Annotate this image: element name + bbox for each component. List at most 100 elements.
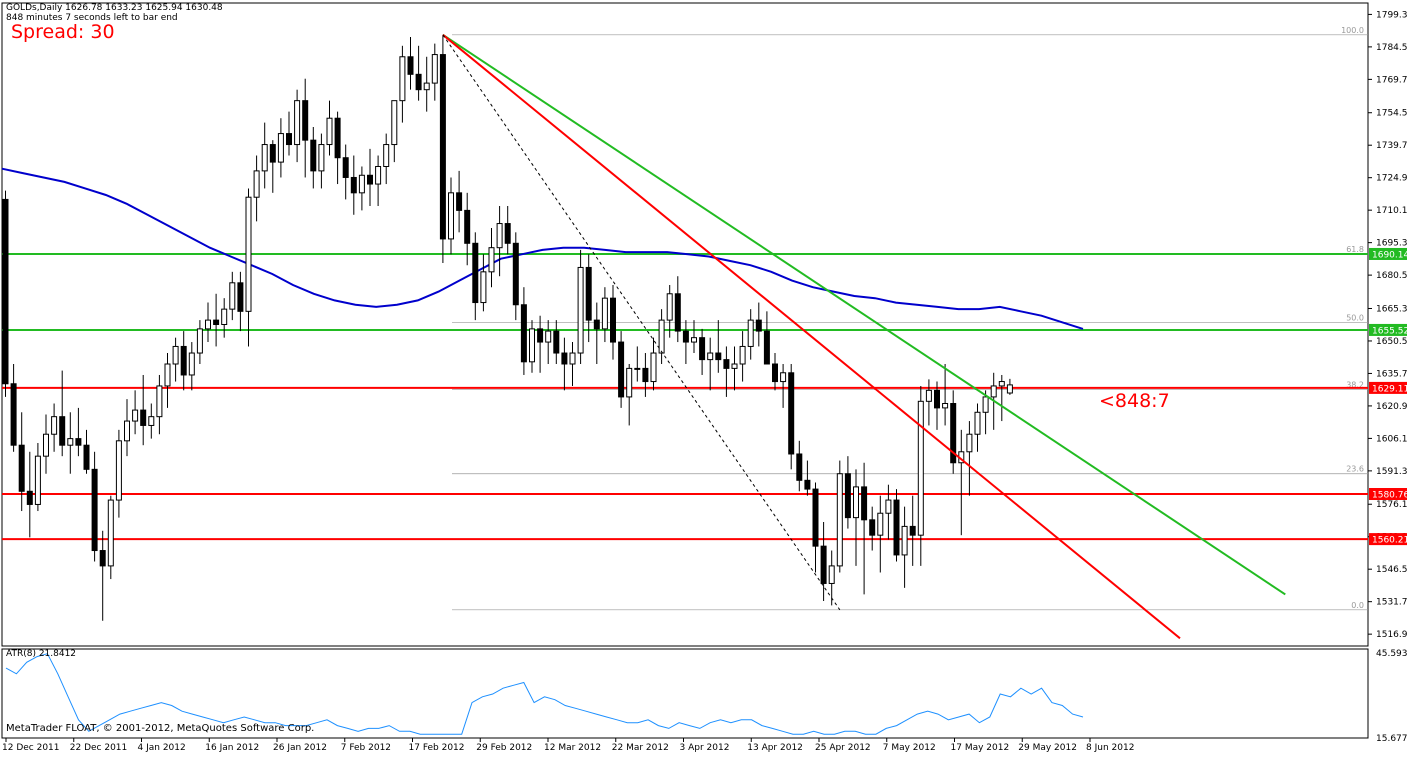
candle-up <box>423 82 430 91</box>
candle-up <box>480 271 487 304</box>
copyright-text: MetaTrader FLOAT, © 2001-2012, MetaQuote… <box>6 723 315 734</box>
price-axis-label: 1695.30 <box>1376 239 1407 249</box>
candle-down <box>520 304 527 363</box>
price-tag <box>1369 381 1407 394</box>
candle-up <box>1006 384 1013 394</box>
candle-down <box>302 100 309 141</box>
candle-up <box>205 319 211 330</box>
candle-up <box>780 372 787 383</box>
price-tag-label: 1580.76 <box>1372 491 1407 501</box>
fib-level-label: 38.2 <box>1346 381 1364 390</box>
fib-level-label: 23.6 <box>1346 465 1364 474</box>
candle-up <box>124 420 130 442</box>
price-axis-label: 1546.50 <box>1376 565 1407 575</box>
price-axis-label: 1769.70 <box>1376 75 1407 85</box>
candle-up <box>853 486 859 519</box>
candle-down <box>699 337 706 361</box>
candle-down <box>682 330 689 343</box>
time-axis-label: 7 Feb 2012 <box>341 743 391 753</box>
candle-up <box>691 337 697 343</box>
candle-up <box>707 352 714 361</box>
candle-down <box>334 117 341 159</box>
candle-down <box>180 345 187 376</box>
candle-down <box>642 367 649 383</box>
price-axis-label: 1784.50 <box>1376 43 1407 53</box>
candle-down <box>439 54 446 240</box>
candle-down <box>723 359 730 369</box>
candle-up <box>188 352 195 376</box>
candle-up <box>925 389 932 402</box>
candle-down <box>91 468 98 552</box>
price-tag <box>1369 323 1407 336</box>
candle-down <box>537 328 544 343</box>
candle-down <box>618 341 625 398</box>
bar-timer-text: 848 minutes 7 seconds left to bar end <box>6 13 178 23</box>
candle-up <box>148 416 155 426</box>
candle-up <box>942 403 949 409</box>
candle-up <box>836 473 843 567</box>
candle-up <box>358 174 365 194</box>
candle-down <box>796 453 803 481</box>
candle-down <box>893 499 900 556</box>
time-axis-label: 13 Apr 2012 <box>747 743 803 753</box>
fib-level-label: 61.8 <box>1346 245 1364 254</box>
time-axis-label: 12 Mar 2012 <box>544 743 601 753</box>
fib-level-label: 0.0 <box>1351 601 1364 610</box>
time-axis-label: 17 Feb 2012 <box>409 743 465 753</box>
candle-up <box>828 565 835 584</box>
candle-down <box>804 479 811 490</box>
candle-up <box>277 133 284 163</box>
price-axis-label: 1576.10 <box>1376 500 1407 510</box>
candle-down <box>213 319 220 326</box>
candle-up <box>253 170 260 198</box>
atr-axis-max-label: 45.5936 <box>1376 649 1407 659</box>
atr-indicator-label: ATR(8) 21.8412 <box>6 649 77 659</box>
candle-up <box>326 117 333 146</box>
green-trendline <box>442 33 1286 596</box>
candle-down <box>237 282 244 312</box>
price-axis-label: 1650.50 <box>1376 337 1407 347</box>
candle-down <box>286 133 292 146</box>
candle-down <box>755 319 762 332</box>
candle-up <box>221 308 228 325</box>
candle-up <box>172 345 179 365</box>
time-axis-label: 17 May 2012 <box>951 743 1010 753</box>
candle-down <box>350 176 357 194</box>
candle-up <box>917 400 924 536</box>
candle-down <box>464 209 471 244</box>
candle-up <box>107 499 114 567</box>
candle-down <box>950 403 957 464</box>
candle-up <box>577 266 584 354</box>
candle-down <box>269 144 276 163</box>
price-tag-label: 1690.14 <box>1372 250 1407 260</box>
candle-down <box>909 525 916 536</box>
candle-down <box>456 192 463 211</box>
candle-down <box>99 550 106 567</box>
candle-down <box>585 266 592 321</box>
candle-up <box>974 411 981 435</box>
price-tag-label: 1629.11 <box>1372 384 1407 394</box>
candle-up <box>132 409 139 422</box>
price-axis-label: 1620.90 <box>1376 402 1407 412</box>
candle-down <box>593 319 600 330</box>
price-axis-label: 1606.10 <box>1376 434 1407 444</box>
candle-down <box>415 73 422 91</box>
candle-down <box>715 352 722 361</box>
candle-up <box>885 499 892 514</box>
candle-down <box>812 488 819 547</box>
candle-down <box>772 363 778 383</box>
candle-down <box>75 438 82 446</box>
candle-down <box>674 293 681 332</box>
candle-up <box>43 433 49 457</box>
price-axis-label: 1754.50 <box>1376 109 1407 119</box>
main-pane-frame <box>1 2 1369 647</box>
price-axis-label: 1635.70 <box>1376 369 1407 379</box>
candle-up <box>245 196 252 312</box>
candle-up <box>196 328 203 354</box>
candle-down <box>367 174 373 185</box>
candle-up <box>569 352 576 365</box>
candle-up <box>739 345 746 365</box>
candle-up <box>998 381 1005 387</box>
candle-up <box>982 396 989 413</box>
